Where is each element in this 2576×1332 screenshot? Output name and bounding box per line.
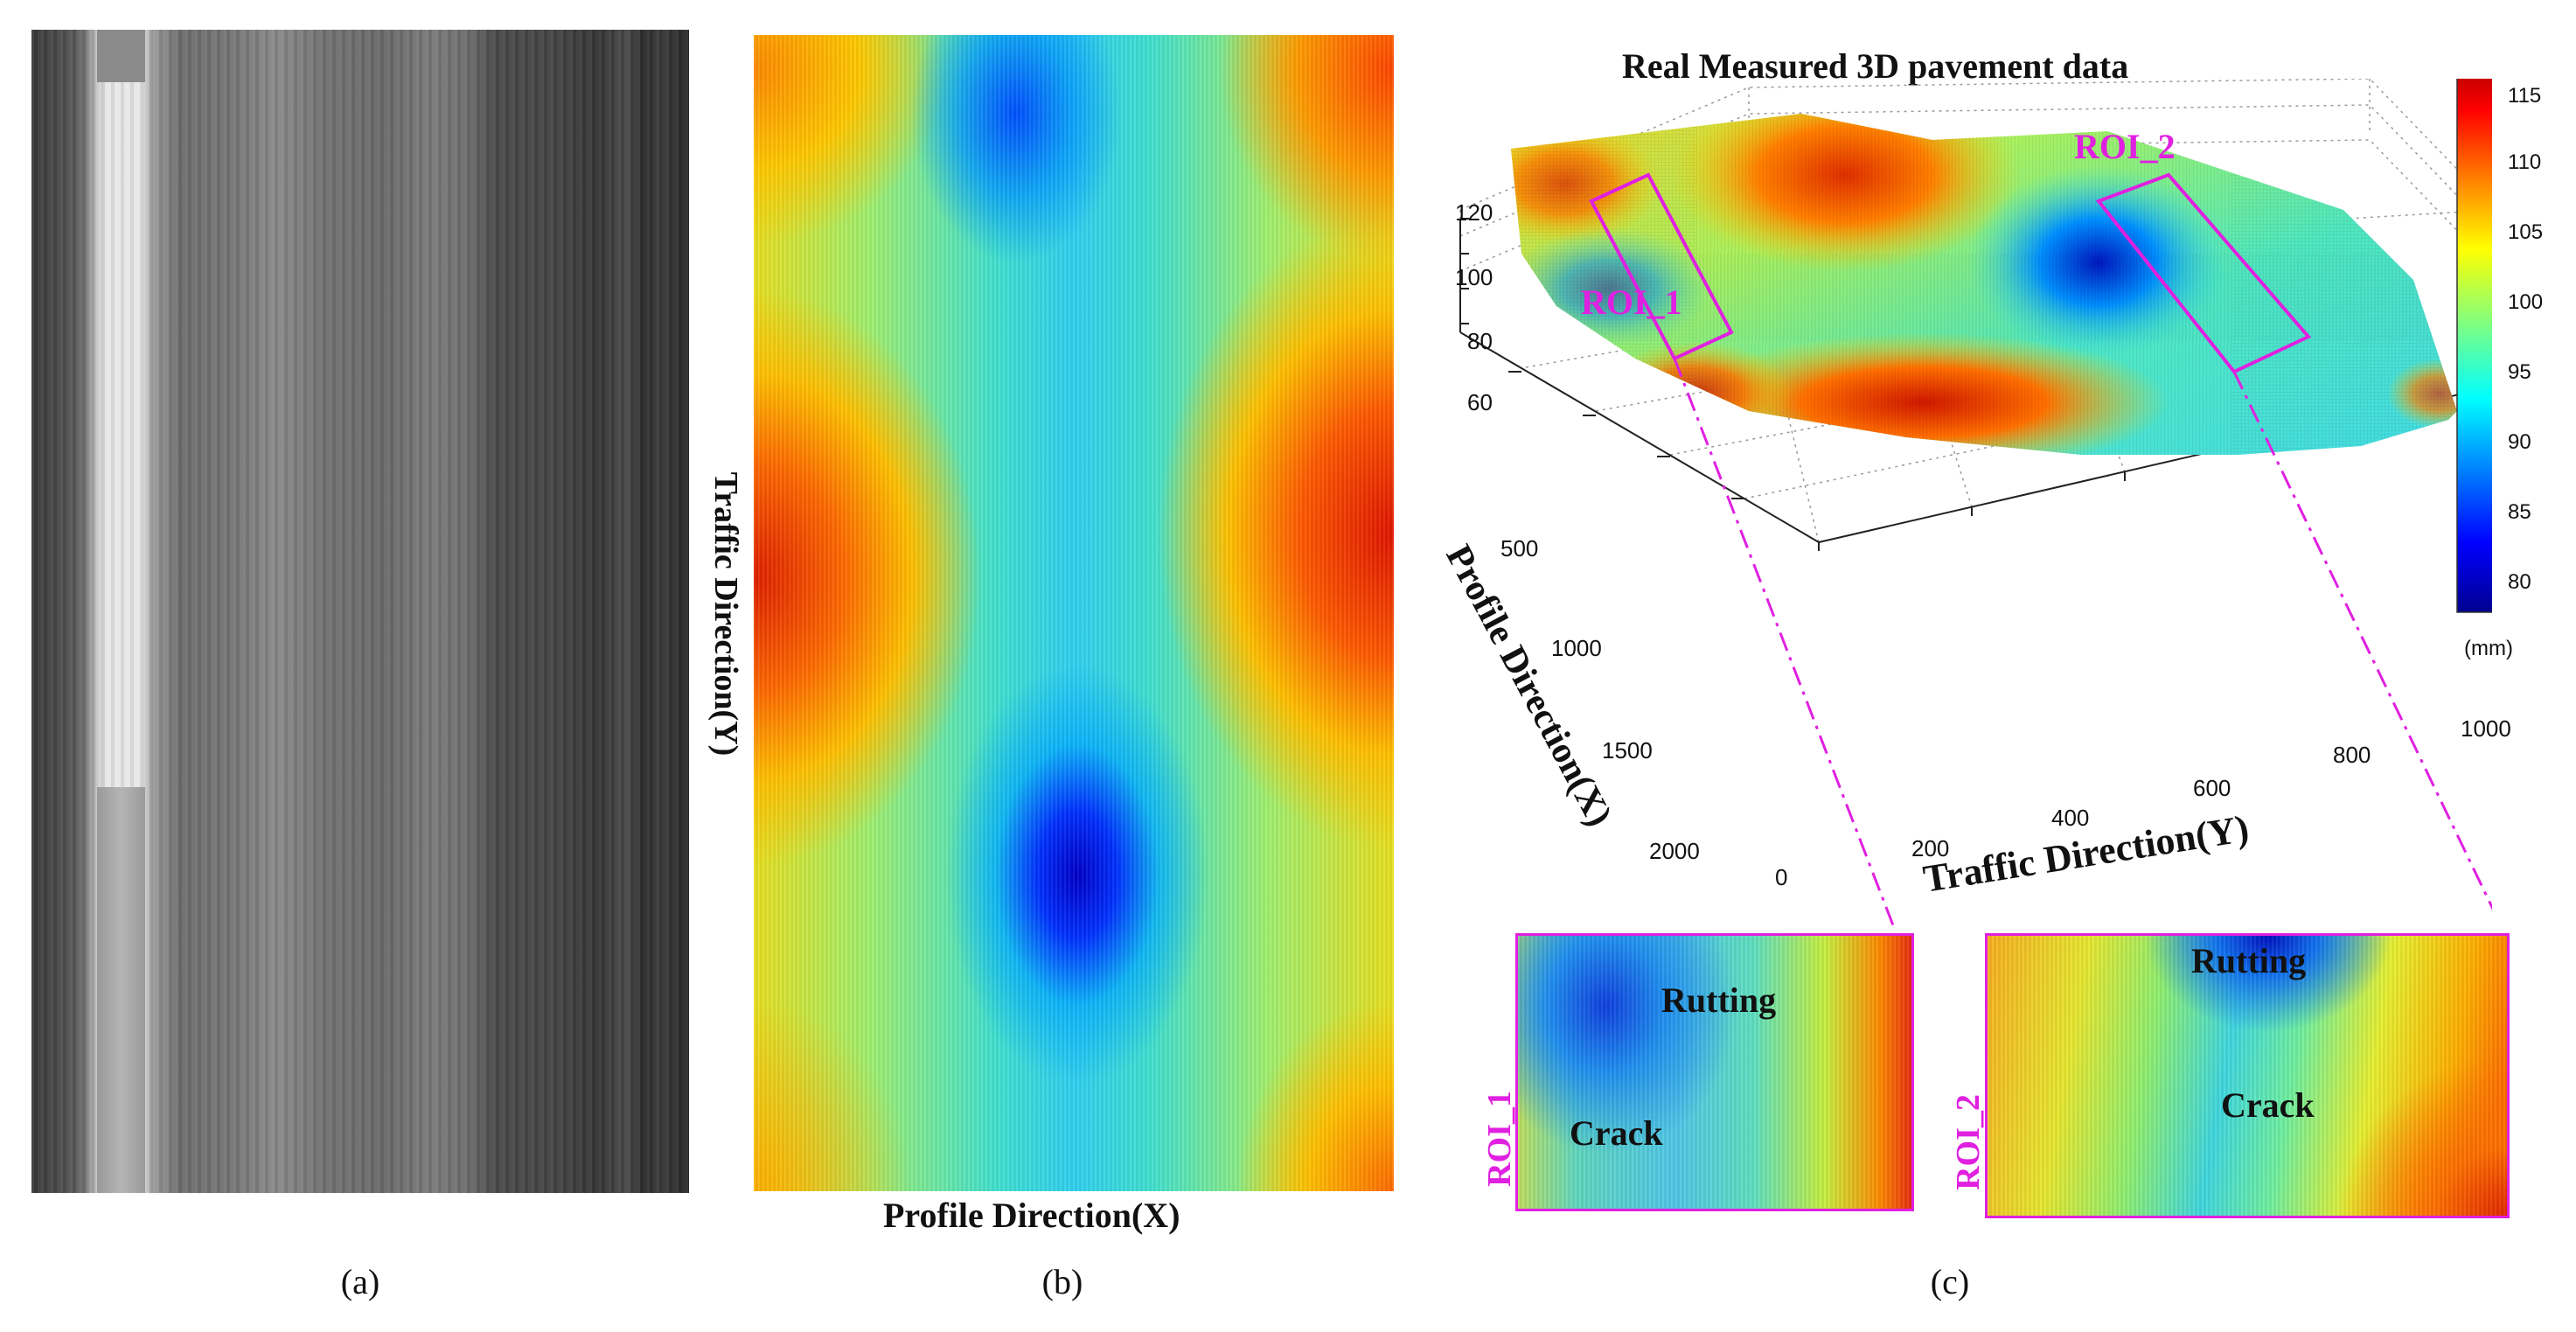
caption-a: (a) <box>340 1262 380 1301</box>
traffic-tick-600: 600 <box>2193 775 2231 801</box>
roi2-box <box>2095 172 2312 374</box>
traffic-tick-0: 0 <box>1775 864 1788 890</box>
roi1-label: ROI_1 <box>1581 282 1682 322</box>
cb-tick-90: 90 <box>2508 430 2531 454</box>
roi1-side-label: ROI_1 <box>1481 1091 1518 1187</box>
caption-b: (b) <box>1041 1262 1083 1301</box>
panel-c-title: Real Measured 3D pavement data <box>1622 46 2129 86</box>
roi2-side-label: ROI_2 <box>1950 1094 1987 1190</box>
z-tick-80: 80 <box>1467 328 1493 354</box>
profile-tick-2000: 2000 <box>1649 838 1700 864</box>
roi1-rutting: Rutting <box>1661 980 1777 1020</box>
profile-tick-1500: 1500 <box>1602 737 1653 764</box>
profile-tick-500: 500 <box>1500 535 1539 561</box>
roi1-inset <box>1515 933 1914 1211</box>
panel-a-image <box>31 30 689 1193</box>
roi1-box <box>1589 172 1734 361</box>
traffic-tick-1000: 1000 <box>2461 715 2511 742</box>
cb-tick-80: 80 <box>2508 570 2531 594</box>
cb-tick-110: 110 <box>2508 150 2542 174</box>
colorbar <box>2456 79 2492 613</box>
caption-c: (c) <box>1930 1262 1970 1301</box>
cb-tick-100: 100 <box>2508 290 2544 314</box>
lane-marking-bottom-gap <box>97 787 145 1193</box>
traffic-tick-200: 200 <box>1911 835 1950 861</box>
traffic-tick-400: 400 <box>2051 805 2090 831</box>
roi1-crack: Crack <box>1570 1113 1663 1153</box>
panel-b-x-label: Profile Direction(X) <box>883 1196 1180 1235</box>
roi2-inset <box>1985 933 2510 1218</box>
z-tick-60: 60 <box>1467 389 1493 415</box>
lane-marking-top-gap <box>97 30 145 82</box>
panel-b-y-label: Traffic Direction(Y) <box>707 471 744 757</box>
cb-tick-85: 85 <box>2508 500 2531 524</box>
roi2-rutting: Rutting <box>2191 941 2307 980</box>
cb-tick-95: 95 <box>2508 360 2531 384</box>
cb-tick-115: 115 <box>2508 84 2542 108</box>
panel-c-3d-plot <box>1459 79 2492 926</box>
z-tick-100: 100 <box>1455 264 1493 290</box>
colorbar-unit: (mm) <box>2464 637 2513 660</box>
panel-b-heatmap <box>754 35 1394 1191</box>
z-tick-120: 120 <box>1455 199 1493 226</box>
cb-tick-105: 105 <box>2508 220 2544 244</box>
traffic-tick-800: 800 <box>2333 742 2371 768</box>
roi2-crack: Crack <box>2221 1085 2315 1125</box>
profile-tick-1000: 1000 <box>1551 635 1602 661</box>
roi2-label: ROI_2 <box>2074 127 2176 166</box>
